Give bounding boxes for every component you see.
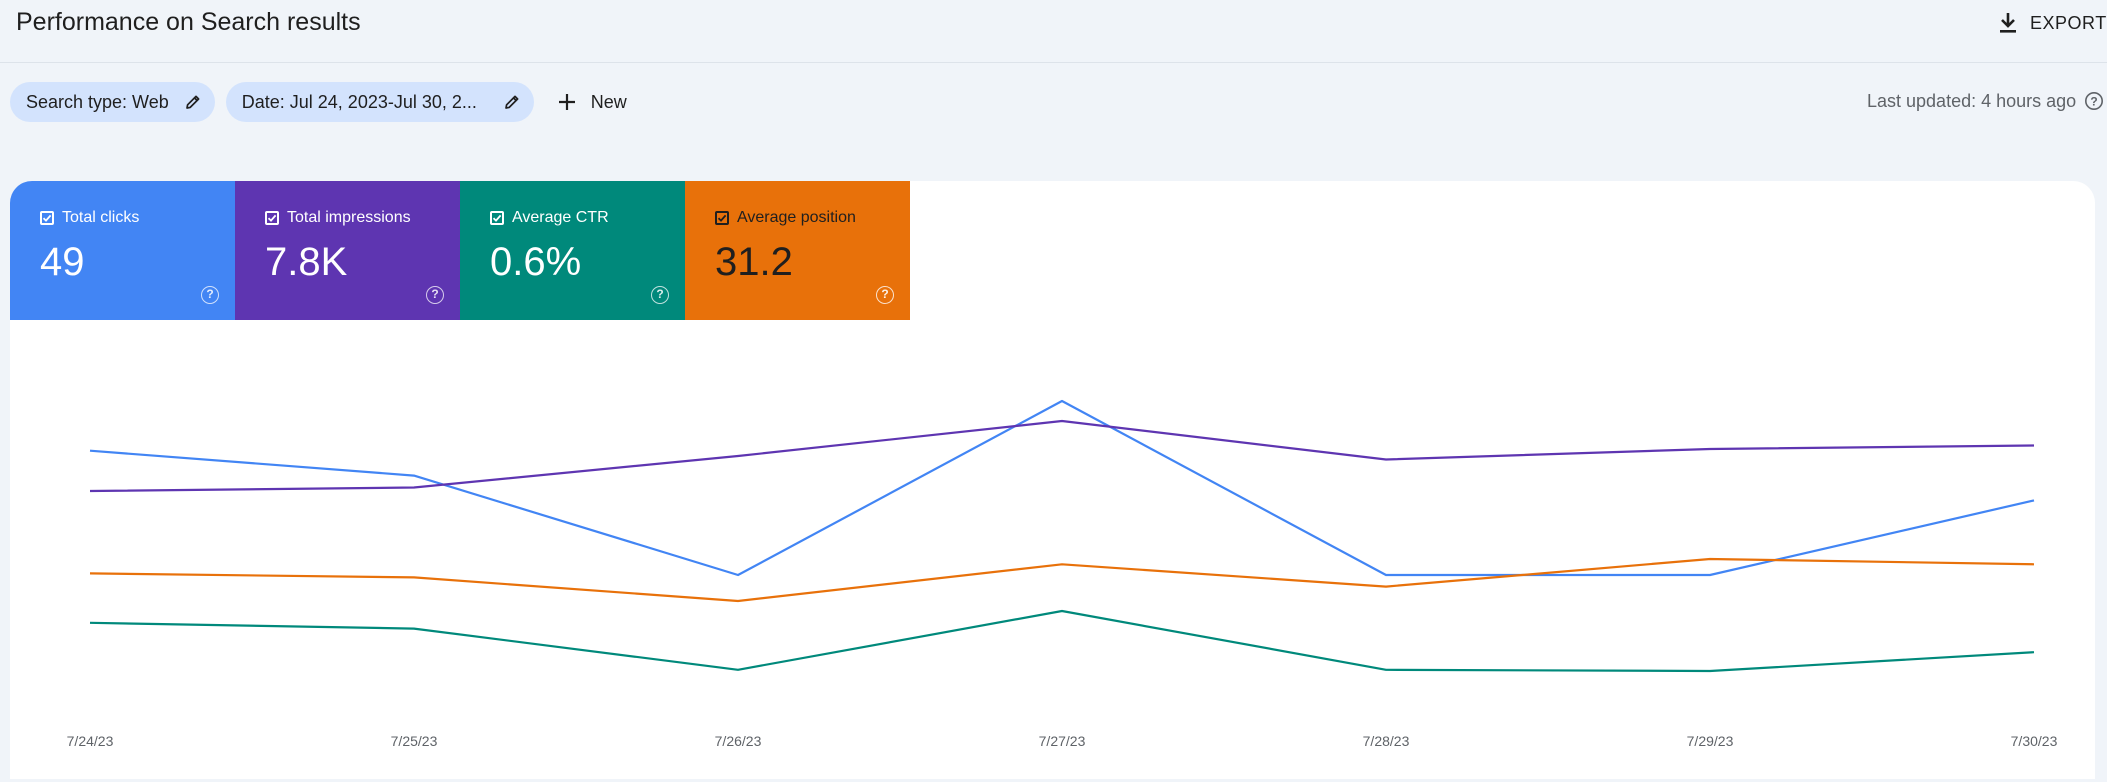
new-filter-button[interactable]: New <box>557 92 627 113</box>
help-icon[interactable]: ? <box>876 286 894 304</box>
performance-line-chart: 7/24/23 7/25/23 7/26/23 7/27/23 7/28/23 7/29/… <box>67 399 2058 749</box>
last-updated-text: Last updated: 4 hours ago <box>1867 90 2077 111</box>
performance-card: 7/24/23 7/25/23 7/26/23 7/27/23 7/28/23 7/29/… <box>10 181 2095 779</box>
metric-total-impressions[interactable]: Total impressions 7.8K ? <box>235 181 460 320</box>
series-line-total-impressions <box>89 419 2035 493</box>
x-tick-label: 7/25/23 <box>391 733 438 749</box>
metric-value: 0.6% <box>490 240 582 284</box>
metric-average-ctr[interactable]: Average CTR 0.6% ? <box>460 181 685 320</box>
help-icon[interactable]: ? <box>2084 91 2104 111</box>
checkbox-checked-icon[interactable] <box>265 211 279 225</box>
date-range-chip[interactable]: Date: Jul 24, 2023-Jul 30, 2... <box>225 82 534 122</box>
help-icon[interactable]: ? <box>426 286 444 304</box>
metric-label: Total clicks <box>62 209 140 226</box>
plus-icon <box>558 94 575 110</box>
svg-text:?: ? <box>2091 95 2098 109</box>
checkbox-checked-icon[interactable] <box>40 211 54 225</box>
last-updated: Last updated: 4 hours ago ? <box>1867 88 2104 114</box>
help-icon[interactable]: ? <box>651 286 669 304</box>
series-line-average-position <box>89 557 2035 603</box>
series-line-total-clicks <box>89 399 2035 577</box>
metric-average-position[interactable]: Average position 31.2 ? <box>685 181 910 320</box>
page-title: Performance on Search results <box>16 8 361 36</box>
metric-label: Average CTR <box>512 209 609 226</box>
x-tick-label: 7/30/23 <box>2011 733 2058 749</box>
search-type-chip[interactable]: Search type: Web <box>10 82 215 122</box>
series-line-average-ctr <box>89 609 2035 673</box>
export-button[interactable]: EXPORT <box>1998 8 2107 38</box>
metric-value: 31.2 <box>715 240 793 284</box>
checkbox-checked-icon[interactable] <box>715 211 729 225</box>
metric-label: Total impressions <box>287 209 411 226</box>
checkbox-checked-icon[interactable] <box>490 211 504 225</box>
pencil-icon[interactable] <box>504 94 520 110</box>
export-label: EXPORT <box>2030 12 2107 33</box>
metric-value: 49 <box>40 240 85 284</box>
page-header: Performance on Search results EXPORT <box>0 0 2107 63</box>
filter-bar: Search type: Web Date: Jul 24, 2023-Jul … <box>10 82 627 122</box>
x-tick-label: 7/24/23 <box>67 733 114 749</box>
metric-total-clicks[interactable]: Total clicks 49 ? <box>10 181 235 320</box>
x-tick-label: 7/29/23 <box>1687 733 1734 749</box>
metric-label: Average position <box>737 209 856 226</box>
help-icon[interactable]: ? <box>201 286 219 304</box>
pencil-icon[interactable] <box>185 94 201 110</box>
download-icon <box>2000 13 2016 33</box>
x-tick-label: 7/28/23 <box>1363 733 1410 749</box>
new-filter-label: New <box>590 91 627 112</box>
x-tick-label: 7/27/23 <box>1039 733 1086 749</box>
search-type-label: Search type: Web <box>26 91 169 112</box>
x-tick-label: 7/26/23 <box>715 733 762 749</box>
date-range-label: Date: Jul 24, 2023-Jul 30, 2... <box>241 91 477 112</box>
metric-value: 7.8K <box>265 240 348 284</box>
